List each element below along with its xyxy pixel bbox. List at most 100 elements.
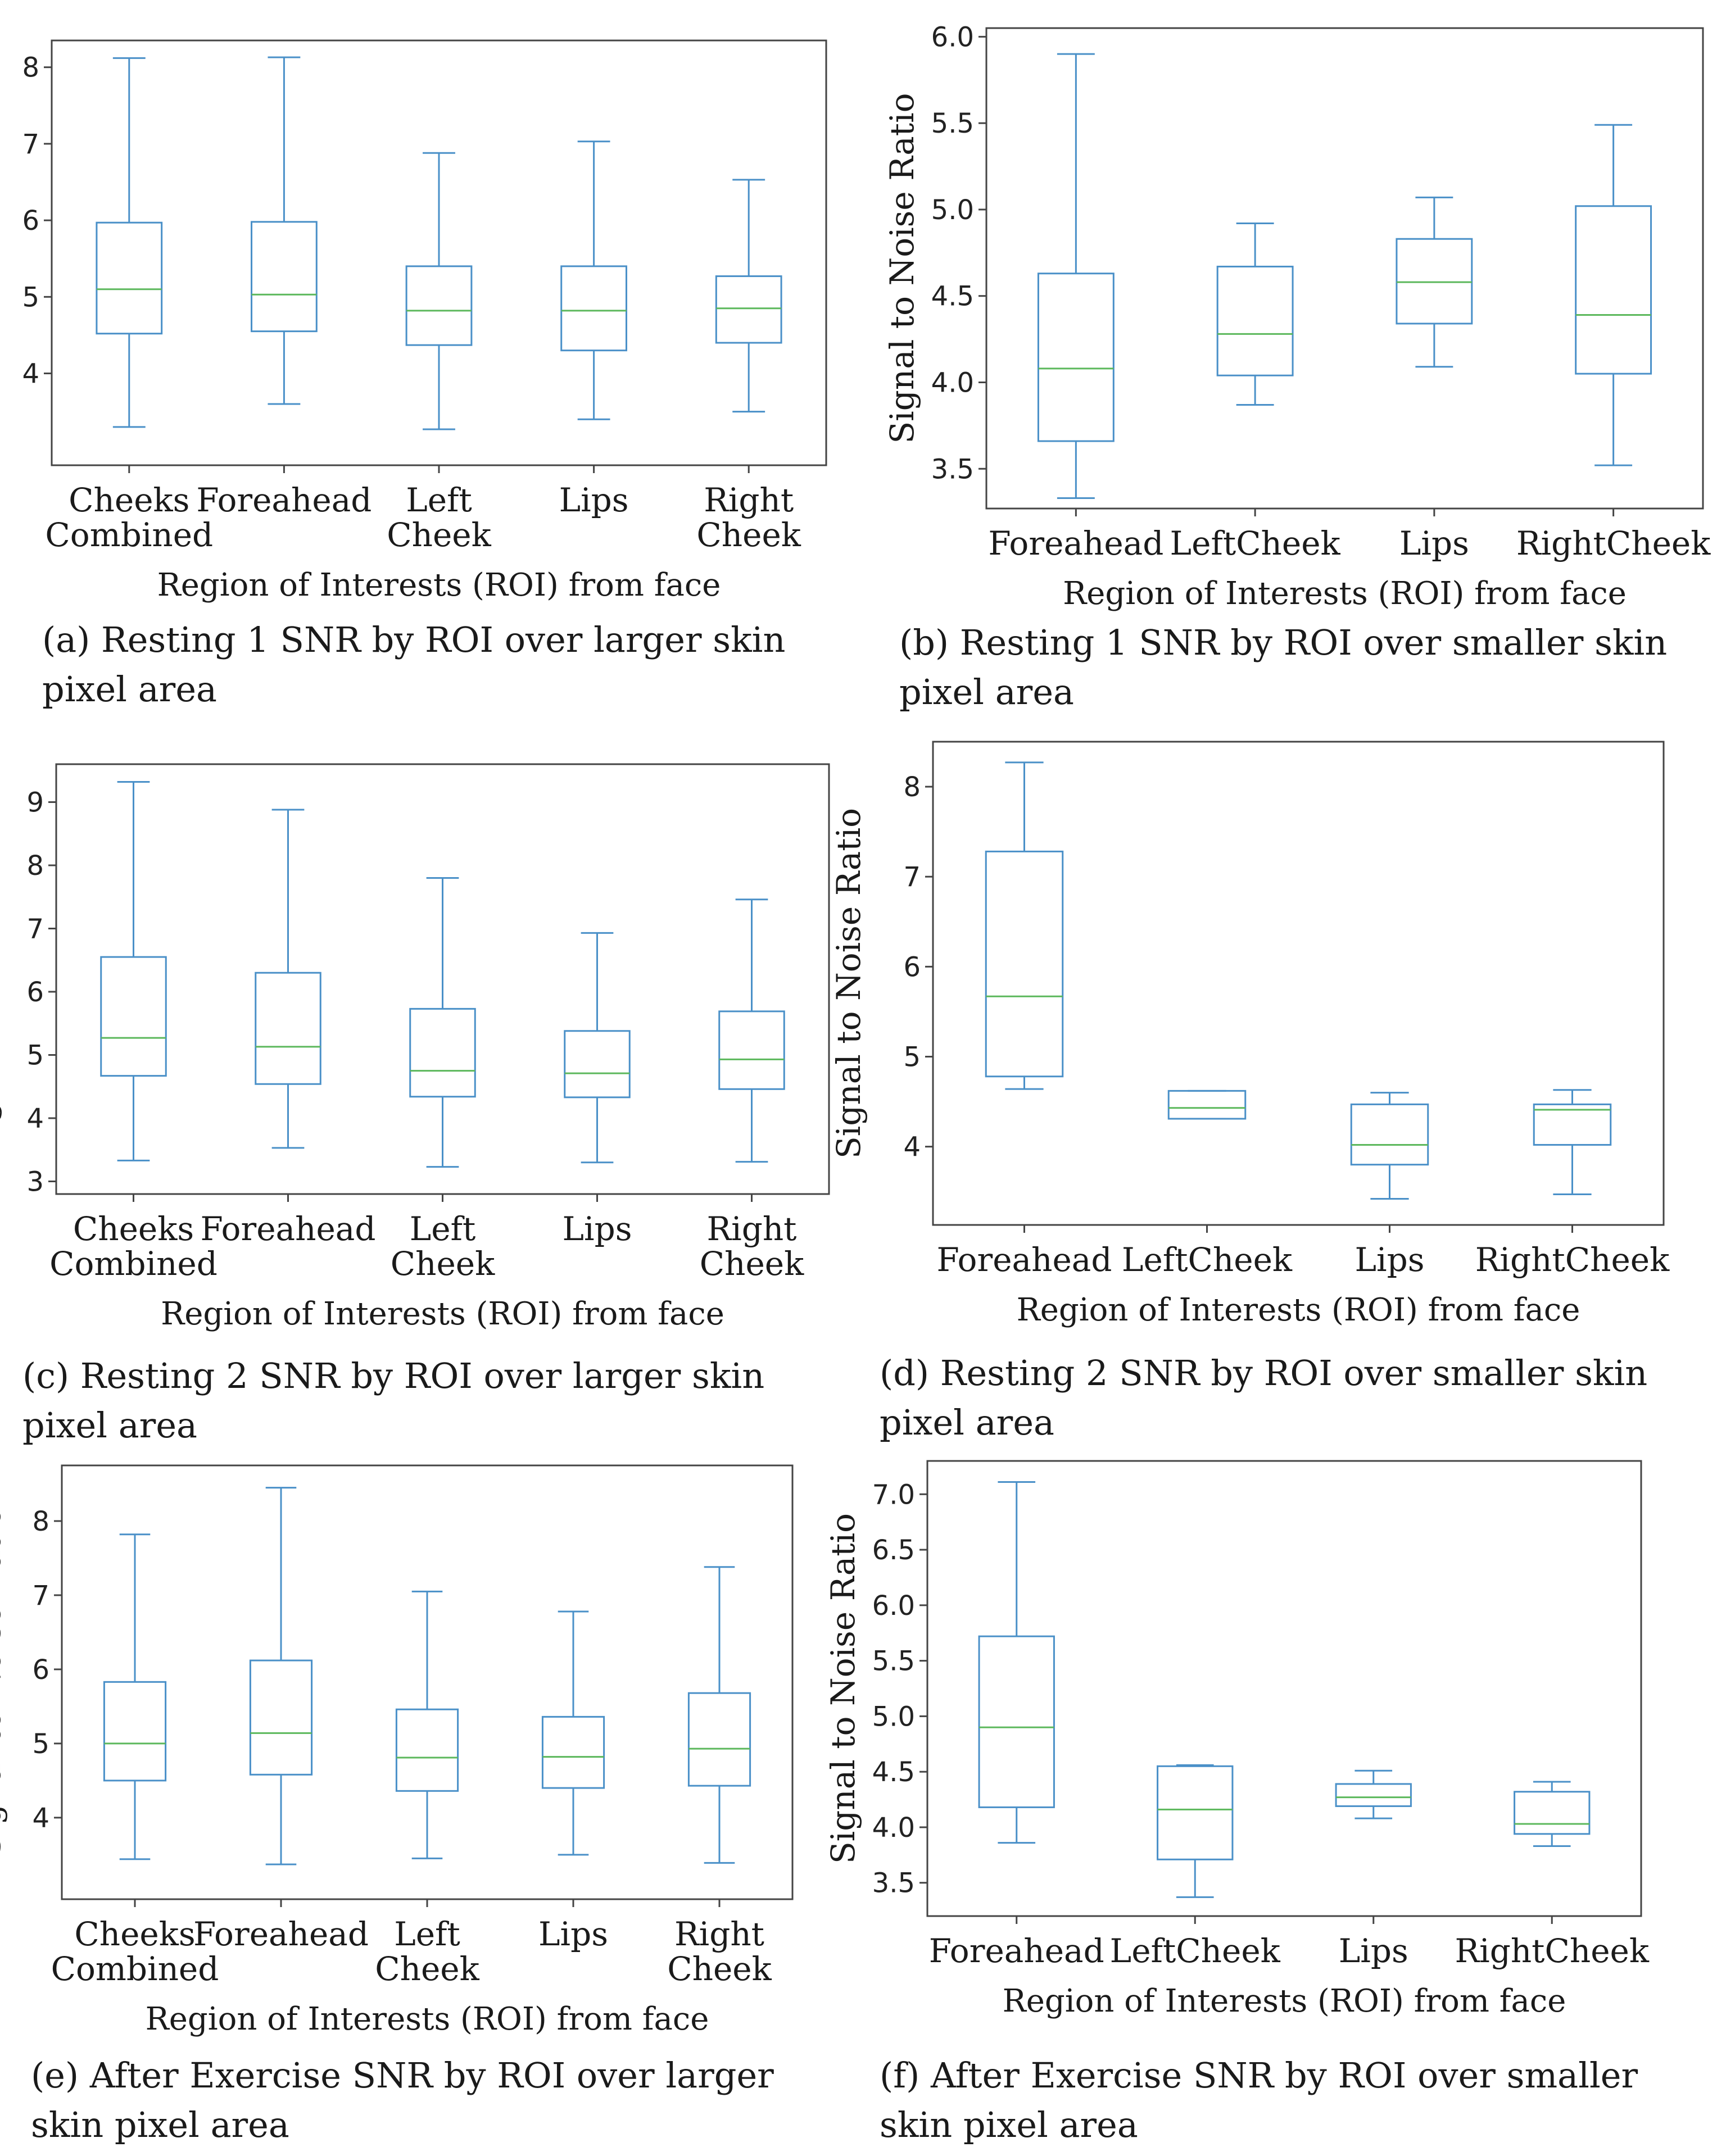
box-4: [715, 179, 782, 413]
y-tick-label: 7: [22, 129, 39, 160]
x-tick-label: Combined: [51, 1950, 219, 1988]
box-1: [1167, 1090, 1247, 1120]
x-tick-label: Lips: [563, 1210, 632, 1248]
iqr-box: [96, 221, 163, 335]
iqr-box: [103, 1681, 167, 1782]
y-tick-label: 5: [22, 282, 39, 313]
box-1: [1157, 1764, 1234, 1898]
plot-frame: [985, 27, 1704, 510]
box-0: [100, 781, 167, 1161]
x-axis-label: Region of Interests (ROI) from face: [146, 2001, 709, 2037]
chart-panel-d: 4 5 6 7 8 Foreahead LeftCheek Lips RightCheek Reg…: [830, 730, 1726, 1450]
x-tick-label: Foreahead: [936, 1241, 1112, 1279]
y-axis-label: Signal to Noise Ratio: [824, 1513, 862, 1864]
iqr-box: [1396, 238, 1473, 325]
x-tick-label: Foreahead: [193, 1915, 369, 1953]
x-tick-label: Cheeks: [73, 1210, 194, 1248]
y-tick-label: 4: [903, 1132, 921, 1163]
y-tick-label: 6.5: [872, 1535, 915, 1566]
iqr-box: [560, 265, 627, 352]
x-axis-label: Region of Interests (ROI) from face: [1003, 1983, 1566, 2019]
x-tick-label: Cheek: [391, 1245, 495, 1283]
y-tick-label: 4: [22, 358, 39, 390]
iqr-box: [405, 265, 473, 346]
x-tick-label: LeftCheek: [1110, 1932, 1281, 1970]
y-tick-label: 8: [26, 850, 44, 882]
y-tick-label: 8: [22, 52, 39, 84]
x-axis-label: Region of Interests (ROI) from face: [1063, 575, 1627, 612]
x-tick-label: Foreahead: [929, 1932, 1104, 1970]
iqr-box: [1167, 1090, 1247, 1120]
box-0: [985, 761, 1064, 1090]
iqr-box: [978, 1635, 1055, 1808]
chart-f: 3.5 4.0 4.5 5.0 5.5 6.0 6.5 7.0 Foreahead LeftChe…: [824, 1460, 1650, 2019]
x-axis-label: Region of Interests (ROI) from face: [157, 567, 721, 603]
y-axis-label: Signal to Noise Ratio: [883, 93, 921, 443]
y-tick-label: 5.0: [872, 1701, 915, 1732]
iqr-box: [1514, 1791, 1591, 1835]
iqr-box: [718, 1010, 785, 1090]
y-tick-label: 8: [32, 1506, 49, 1537]
box-0: [978, 1481, 1055, 1844]
x-tick-label: RightCheek: [1516, 524, 1711, 562]
box-2: [409, 877, 476, 1168]
x-tick-label: Lips: [538, 1915, 608, 1953]
y-tick-label: 4.0: [931, 367, 974, 398]
iqr-box: [687, 1692, 751, 1787]
x-tick-label: Combined: [45, 516, 213, 554]
x-tick-label: Cheek: [375, 1950, 479, 1988]
y-tick-label: 4: [32, 1803, 49, 1834]
iqr-box: [249, 1659, 313, 1776]
x-tick-label: Right: [706, 1210, 796, 1248]
iqr-box: [541, 1715, 605, 1789]
x-tick-label: Lips: [1399, 524, 1469, 562]
y-tick-label: 3.5: [931, 453, 974, 485]
box-3: [541, 1610, 605, 1856]
box-3: [560, 140, 627, 420]
x-tick-label: Left: [410, 1210, 476, 1248]
box-0: [103, 1533, 167, 1860]
chart-caption-d: (d) Resting 2 SNR by ROI over smaller sk…: [880, 1352, 1648, 1443]
box-2: [395, 1590, 459, 1859]
x-tick-label: Cheeks: [69, 481, 189, 519]
y-tick-label: 8: [903, 771, 921, 803]
iqr-box: [1037, 273, 1115, 442]
box-2: [1335, 1769, 1412, 1819]
chart-panel-b: 3.5 4.0 4.5 5.0 5.5 6.0 Foreahead LeftCheek Lips…: [866, 0, 1726, 719]
iqr-box: [395, 1708, 459, 1792]
x-tick-label: Foreahead: [196, 481, 372, 519]
y-tick-label: 5: [32, 1728, 49, 1760]
y-tick-label: 4: [26, 1103, 44, 1134]
box-1: [249, 1487, 313, 1865]
y-tick-label: 4.0: [872, 1812, 915, 1844]
y-tick-label: 5: [26, 1040, 44, 1072]
box-3: [1533, 1089, 1612, 1196]
chart-panel-e: 4 5 6 7 8 Cheeks Combined Foreahead Left Cheek Lip…: [0, 1438, 843, 2156]
chart-panel-a: 4 5 6 7 8 Cheeks Combined Foreahead Left Cheek Lip…: [0, 0, 843, 714]
iqr-box: [1533, 1103, 1612, 1146]
iqr-box: [255, 972, 321, 1085]
iqr-box: [100, 956, 167, 1077]
x-tick-label: Combined: [49, 1245, 218, 1283]
iqr-box: [1216, 265, 1294, 376]
y-tick-label: 4.5: [872, 1756, 915, 1788]
box-2: [405, 152, 473, 430]
y-axis-label: Signal to Noise Ratio: [0, 804, 2, 1154]
y-tick-label: 5: [903, 1042, 921, 1073]
box-0: [96, 57, 163, 428]
chart-caption-f: (f) After Exercise SNR by ROI over small…: [880, 2055, 1638, 2145]
y-tick-label: 6.0: [872, 1590, 915, 1622]
chart-panel-f: 3.5 4.0 4.5 5.0 5.5 6.0 6.5 7.0 Foreahead LeftChe…: [824, 1438, 1726, 2156]
chart-caption-a: (a) Resting 1 SNR by ROI over larger ski…: [42, 619, 786, 710]
iqr-box: [1575, 205, 1652, 375]
x-tick-label: Left: [406, 481, 472, 519]
box-3: [564, 932, 631, 1164]
box-0: [1037, 53, 1115, 500]
chart-caption-c: (c) Resting 2 SNR by ROI over larger ski…: [22, 1355, 765, 1446]
x-tick-label: Cheeks: [74, 1915, 195, 1953]
box-3: [1575, 124, 1652, 466]
y-tick-label: 5.5: [872, 1646, 915, 1677]
x-tick-label: RightCheek: [1475, 1241, 1670, 1279]
